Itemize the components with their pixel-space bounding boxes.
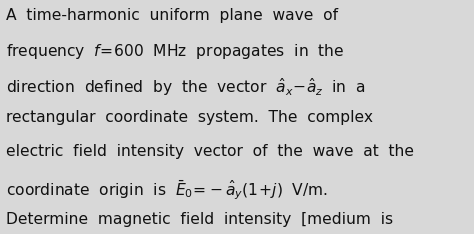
Text: Determine  magnetic  field  intensity  [medium  is: Determine magnetic field intensity [medi… <box>6 212 393 227</box>
Text: electric  field  intensity  vector  of  the  wave  at  the: electric field intensity vector of the w… <box>6 144 414 159</box>
Text: frequency  $f\!=\!600$  MHz  propagates  in  the: frequency $f\!=\!600$ MHz propagates in … <box>6 42 344 61</box>
Text: direction  defined  by  the  vector  $\hat{a}_x\!-\!\hat{a}_z$  in  a: direction defined by the vector $\hat{a}… <box>6 76 365 98</box>
Text: coordinate  origin  is  $\bar{E}_0\!=\!-\hat{a}_y(1\!+\!j)$  V/m.: coordinate origin is $\bar{E}_0\!=\!-\ha… <box>6 178 328 202</box>
Text: A  time-harmonic  uniform  plane  wave  of: A time-harmonic uniform plane wave of <box>6 8 338 23</box>
Text: rectangular  coordinate  system.  The  complex: rectangular coordinate system. The compl… <box>6 110 373 125</box>
